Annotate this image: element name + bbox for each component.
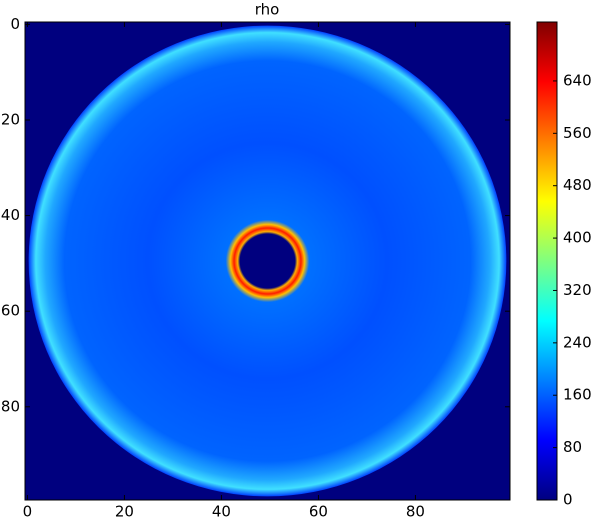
colorbar-tick-label: 80 bbox=[563, 438, 582, 456]
colorbar-tick-label: 400 bbox=[563, 229, 592, 247]
colorbar-tick-label: 0 bbox=[563, 491, 573, 509]
y-tick-label: 20 bbox=[1, 110, 20, 128]
y-tick-label: 40 bbox=[1, 206, 20, 224]
colorbar-tick-label: 560 bbox=[563, 124, 592, 142]
x-tick-label: 80 bbox=[406, 503, 425, 520]
x-tick-label: 60 bbox=[309, 503, 328, 520]
colorbar-tick-label: 240 bbox=[563, 333, 592, 351]
x-tick-label: 40 bbox=[212, 503, 231, 520]
axes-frame bbox=[24, 21, 511, 501]
y-tick-label: 80 bbox=[1, 397, 20, 415]
x-tick-label: 20 bbox=[115, 503, 134, 520]
y-tick-label: 60 bbox=[1, 302, 20, 320]
colorbar-tick-label: 320 bbox=[563, 281, 592, 299]
colorbar-tick-label: 640 bbox=[563, 71, 592, 89]
heatmap-field bbox=[28, 25, 507, 497]
chart-title: rho bbox=[255, 1, 280, 19]
x-tick-label: 0 bbox=[23, 503, 33, 520]
colorbar-tick-label: 160 bbox=[563, 386, 592, 404]
colorbar bbox=[536, 21, 558, 501]
colorbar-tick-label: 480 bbox=[563, 176, 592, 194]
y-tick-label: 0 bbox=[10, 15, 20, 33]
